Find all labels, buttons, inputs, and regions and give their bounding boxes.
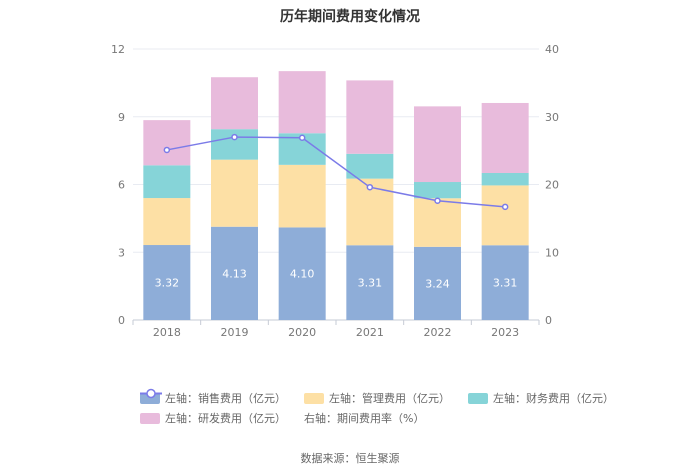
grid bbox=[133, 48, 539, 321]
x-tick-label: 2021 bbox=[356, 326, 384, 339]
left-tick-label: 3 bbox=[118, 246, 125, 259]
bar-sales-2021 bbox=[346, 245, 394, 320]
bar-finance-2022 bbox=[414, 182, 461, 199]
x-axis-ticks: 2018 2019 2020 2021 2022 2023 bbox=[132, 320, 540, 339]
rate-point-2023 bbox=[501, 203, 509, 211]
left-tick-label: 9 bbox=[118, 111, 125, 124]
right-tick-label: 30 bbox=[545, 111, 559, 124]
x-tick-label: 2018 bbox=[153, 326, 181, 339]
bar-label-2020: 4.10 bbox=[290, 268, 315, 281]
legend-label-rnd: 左轴：研发费用（亿元） bbox=[165, 412, 286, 425]
right-tick-label: 10 bbox=[545, 246, 559, 259]
legend-item-rate[interactable]: 右轴：期间费用率（%） bbox=[140, 388, 425, 426]
bar-sales-2020 bbox=[278, 227, 326, 320]
bar-rnd-2018 bbox=[143, 120, 191, 166]
bar-finance-2019 bbox=[211, 129, 258, 160]
chart-title: 历年期间费用变化情况 bbox=[280, 9, 420, 25]
bar-rnd-2021 bbox=[346, 80, 394, 154]
legend: 左轴：销售费用（亿元） 左轴：管理费用（亿元） 左轴：财务费用（亿元） 左轴：研… bbox=[140, 388, 614, 428]
legend-swatch-rate bbox=[140, 388, 162, 399]
legend-item-finance[interactable]: 左轴：财务费用（亿元） bbox=[468, 390, 614, 406]
rate-point-2020 bbox=[298, 134, 306, 142]
bar-label-2023: 3.31 bbox=[493, 277, 518, 290]
legend-swatch-rnd bbox=[140, 412, 160, 424]
legend-label-finance: 左轴：财务费用（亿元） bbox=[493, 392, 614, 405]
bar-rnd-2020 bbox=[278, 71, 326, 134]
left-axis-ticks: 0 3 6 9 12 bbox=[111, 43, 125, 327]
bar-rnd-2022 bbox=[414, 106, 461, 183]
bar-sales-2022 bbox=[414, 246, 461, 320]
right-tick-label: 20 bbox=[545, 179, 559, 192]
x-tick-label: 2019 bbox=[221, 326, 249, 339]
right-axis-ticks: 0 10 20 30 40 bbox=[545, 43, 559, 327]
bar-label-2018: 3.32 bbox=[155, 277, 180, 290]
legend-swatch-admin bbox=[304, 392, 324, 404]
bar-sales-2019 bbox=[211, 226, 258, 320]
legend-swatch-finance bbox=[468, 392, 488, 404]
bar-finance-2023 bbox=[481, 172, 529, 186]
legend-item-admin[interactable]: 左轴：管理费用（亿元） bbox=[304, 390, 450, 406]
rate-line bbox=[163, 133, 509, 211]
right-tick-label: 0 bbox=[545, 314, 552, 327]
right-tick-label: 40 bbox=[545, 43, 559, 56]
bar-sales-2023 bbox=[481, 245, 529, 320]
bar-rnd-2023 bbox=[481, 102, 529, 173]
bar-labels: 3.32 4.13 4.10 3.31 3.24 3.31 bbox=[155, 267, 518, 290]
x-tick-label: 2022 bbox=[424, 326, 452, 339]
bar-label-2022: 3.24 bbox=[425, 277, 450, 290]
bars bbox=[143, 71, 529, 320]
left-tick-label: 6 bbox=[118, 179, 125, 192]
rate-point-2022 bbox=[434, 197, 441, 205]
bar-admin-2023 bbox=[481, 185, 529, 246]
legend-label-sales: 左轴：销售费用（亿元） bbox=[165, 392, 286, 405]
bar-rnd-2019 bbox=[211, 77, 258, 130]
legend-label-rate: 右轴：期间费用率（%） bbox=[304, 412, 425, 425]
bar-finance-2018 bbox=[143, 165, 191, 199]
left-tick-label: 0 bbox=[118, 314, 125, 327]
bar-admin-2022 bbox=[414, 198, 461, 247]
bar-sales-2018 bbox=[143, 245, 191, 320]
bar-admin-2018 bbox=[143, 198, 191, 246]
x-tick-label: 2023 bbox=[491, 326, 519, 339]
rate-point-2018 bbox=[163, 146, 171, 154]
legend-label-admin: 左轴：管理费用（亿元） bbox=[329, 392, 450, 405]
bar-admin-2020 bbox=[278, 164, 326, 228]
x-tick-label: 2020 bbox=[288, 326, 316, 339]
left-tick-label: 12 bbox=[111, 43, 125, 56]
bar-finance-2021 bbox=[346, 153, 394, 179]
rate-point-2019 bbox=[231, 133, 238, 141]
bar-admin-2019 bbox=[211, 159, 258, 227]
bar-label-2021: 3.31 bbox=[358, 277, 383, 290]
legend-row-1: 左轴：销售费用（亿元） 左轴：管理费用（亿元） 左轴：财务费用（亿元） bbox=[140, 388, 614, 408]
source-note: 数据来源：恒生聚源 bbox=[300, 452, 400, 465]
rate-line-path bbox=[166, 136, 506, 208]
legend-row-2: 左轴：研发费用（亿元） 右轴：期间费用率（%） bbox=[140, 388, 580, 428]
rate-point-2021 bbox=[366, 183, 374, 191]
bar-label-2019: 4.13 bbox=[222, 267, 247, 280]
legend-item-rnd[interactable]: 左轴：研发费用（亿元） bbox=[140, 410, 286, 426]
